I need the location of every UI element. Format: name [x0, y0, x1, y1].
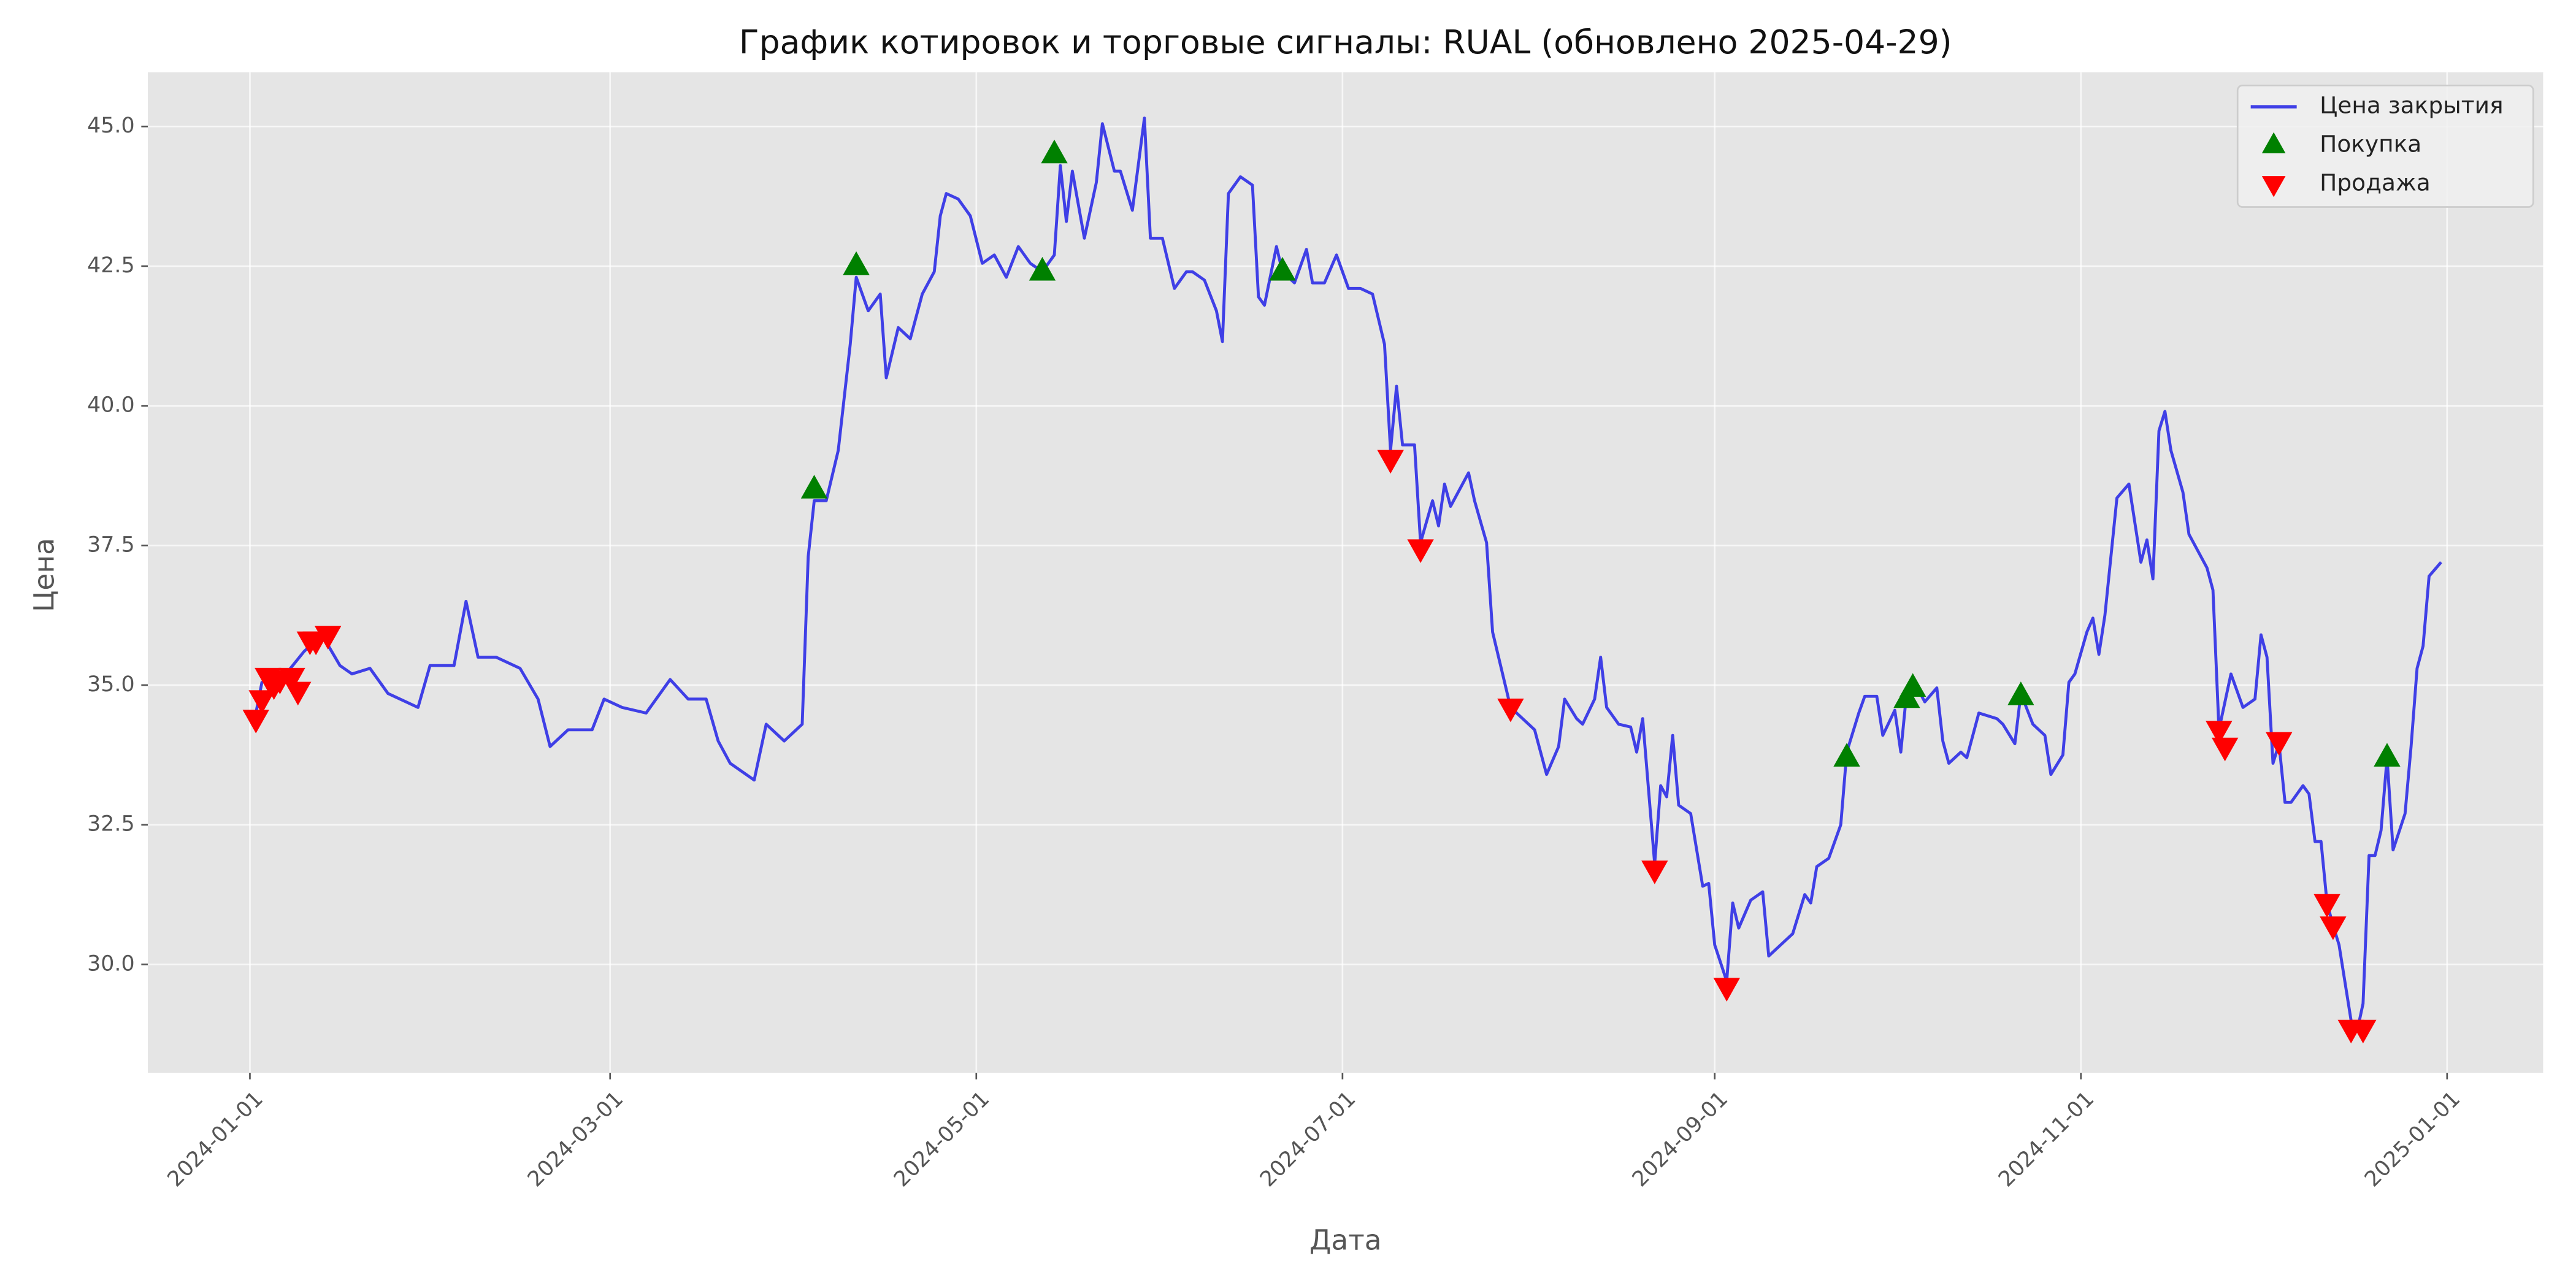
signal-marker: [242, 710, 269, 734]
legend-box: [2236, 84, 2534, 208]
signal-marker: [800, 475, 828, 499]
signal-marker: [2313, 894, 2340, 918]
signal-marker: [1041, 139, 1068, 164]
price-line: [254, 117, 2442, 1033]
y-axis-label: Цена: [28, 538, 60, 612]
y-tick-label: 37.5: [87, 532, 135, 557]
legend-label: Покупка: [2320, 131, 2421, 158]
signal-marker: [1899, 673, 1926, 697]
y-tick-label: 30.0: [87, 951, 135, 976]
signal-marker: [285, 681, 312, 706]
signal-marker: [1641, 861, 1668, 884]
chart-title: График котировок и торговые сигналы: RUA…: [739, 23, 1952, 61]
signal-marker: [1029, 256, 1056, 281]
signal-marker: [1407, 539, 1434, 563]
signal-marker: [2320, 916, 2347, 940]
signal-marker: [1497, 698, 1524, 723]
x-axis-label: Дата: [1309, 1224, 1382, 1257]
signal-marker: [1713, 978, 1740, 1002]
legend-label: Продажа: [2320, 169, 2431, 196]
signal-marker: [2266, 732, 2293, 756]
signal-marker: [315, 626, 342, 650]
legend-swatch: [2261, 132, 2286, 153]
signal-marker: [278, 667, 305, 692]
signal-marker: [1833, 743, 1860, 767]
signal-marker: [1269, 256, 1296, 281]
signal-marker: [2350, 1019, 2377, 1044]
plot-area: [148, 72, 2543, 1073]
legend-swatch: [2261, 176, 2286, 197]
signal-marker: [248, 690, 275, 714]
y-tick-label: 35.0: [87, 672, 135, 697]
y-tick-label: 42.5: [87, 253, 135, 278]
signal-marker: [843, 251, 870, 275]
signal-marker: [2211, 737, 2239, 762]
y-tick-label: 40.0: [87, 393, 135, 418]
y-tick-label: 32.5: [87, 812, 135, 837]
signal-marker: [2206, 721, 2233, 745]
signal-marker: [1377, 450, 1404, 474]
legend-label: Цена закрытия: [2320, 92, 2503, 119]
y-tick-label: 45.0: [87, 113, 135, 138]
signal-marker: [2007, 681, 2034, 705]
signal-marker: [2374, 743, 2401, 767]
